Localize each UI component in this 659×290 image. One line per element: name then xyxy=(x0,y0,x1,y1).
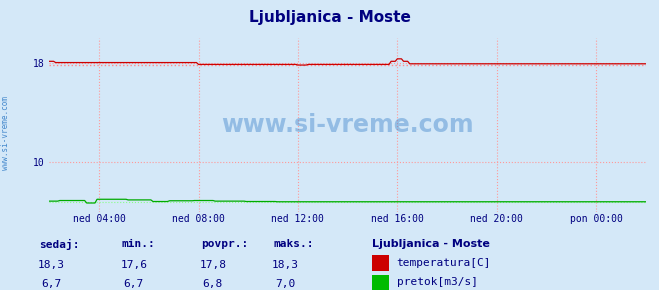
Text: www.si-vreme.com: www.si-vreme.com xyxy=(1,96,10,171)
Text: 17,6: 17,6 xyxy=(121,260,147,269)
Text: pretok[m3/s]: pretok[m3/s] xyxy=(397,278,478,287)
Text: Ljubljanica - Moste: Ljubljanica - Moste xyxy=(248,10,411,25)
Text: 18,3: 18,3 xyxy=(272,260,299,269)
Text: sedaj:: sedaj: xyxy=(40,239,80,250)
Text: min.:: min.: xyxy=(122,239,156,249)
Text: 6,7: 6,7 xyxy=(42,279,61,289)
Text: 18,3: 18,3 xyxy=(38,260,65,269)
Text: povpr.:: povpr.: xyxy=(201,239,248,249)
Text: www.si-vreme.com: www.si-vreme.com xyxy=(221,113,474,137)
Text: temperatura[C]: temperatura[C] xyxy=(397,258,491,268)
Text: 6,7: 6,7 xyxy=(124,279,144,289)
Text: 17,8: 17,8 xyxy=(200,260,226,269)
Text: 6,8: 6,8 xyxy=(203,279,223,289)
Text: 7,0: 7,0 xyxy=(275,279,295,289)
Text: Ljubljanica - Moste: Ljubljanica - Moste xyxy=(372,239,490,249)
Text: maks.:: maks.: xyxy=(273,239,314,249)
